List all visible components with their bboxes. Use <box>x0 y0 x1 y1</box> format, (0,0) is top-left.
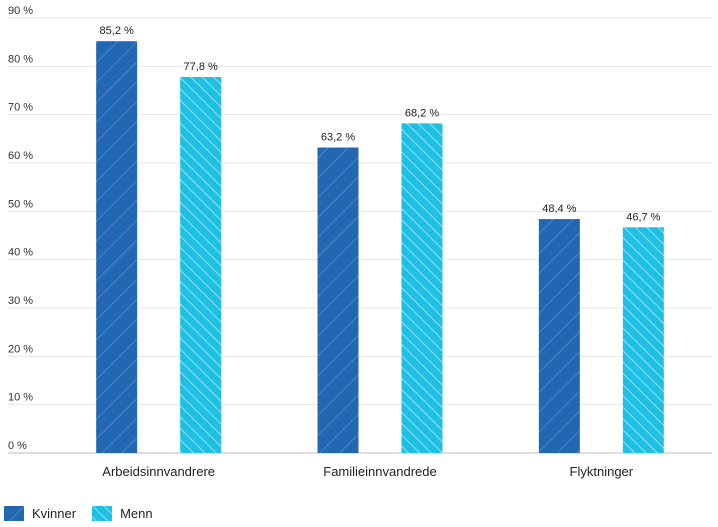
legend: Kvinner Menn <box>4 506 153 521</box>
y-axis-ticks: 0 % 10 % 20 % 30 % 40 % 50 % 60 % 70 % 80 % 90 % <box>8 5 33 452</box>
bar-kvinner-2[interactable] <box>538 219 580 453</box>
data-label: 46,7 % <box>626 211 660 223</box>
bars <box>96 41 664 454</box>
data-labels: 85,2 % 77,8 % 63,2 % 68,2 % 48,4 % 46,7 % <box>100 25 661 223</box>
bar-kvinner-1[interactable] <box>317 147 359 454</box>
legend-label-menn: Menn <box>120 506 153 521</box>
bar-kvinner-0[interactable] <box>96 41 138 453</box>
legend-swatch-kvinner <box>4 506 24 521</box>
x-axis-categories: Arbeidsinnvandrere Familieinnvandrede Flyk… <box>102 464 633 479</box>
bar-menn-1[interactable] <box>401 123 443 453</box>
y-tick-label: 40 % <box>8 247 33 259</box>
data-label: 63,2 % <box>321 132 355 144</box>
bar-chart: 0 %10 %20 %30 %40 %50 %60 %70 %80 %90 % … <box>8 5 712 479</box>
data-label: 85,2 % <box>100 25 134 37</box>
y-tick-label: 10 % <box>8 392 33 404</box>
legend-swatch-menn <box>92 506 113 521</box>
data-label: 48,4 % <box>542 203 576 215</box>
bar-menn-0[interactable] <box>180 76 222 453</box>
y-tick-label: 90 % <box>8 5 33 17</box>
bar-menn-2[interactable] <box>622 227 664 453</box>
y-tick-label: 50 % <box>8 198 33 210</box>
legend-label-kvinner: Kvinner <box>32 506 77 521</box>
data-label: 68,2 % <box>405 107 439 119</box>
data-label: 77,8 % <box>184 61 218 73</box>
x-category-label: Flyktninger <box>570 464 634 479</box>
y-tick-label: 0 % <box>8 440 27 452</box>
y-tick-label: 20 % <box>8 343 33 355</box>
x-category-label: Familieinnvandrede <box>323 464 436 479</box>
y-tick-label: 70 % <box>8 102 33 114</box>
y-tick-label: 60 % <box>8 150 33 162</box>
y-tick-label: 30 % <box>8 295 33 307</box>
x-category-label: Arbeidsinnvandrere <box>102 464 215 479</box>
legend-item-menn[interactable]: Menn <box>92 506 153 521</box>
y-tick-label: 80 % <box>8 53 33 65</box>
legend-item-kvinner[interactable]: Kvinner <box>4 506 76 521</box>
